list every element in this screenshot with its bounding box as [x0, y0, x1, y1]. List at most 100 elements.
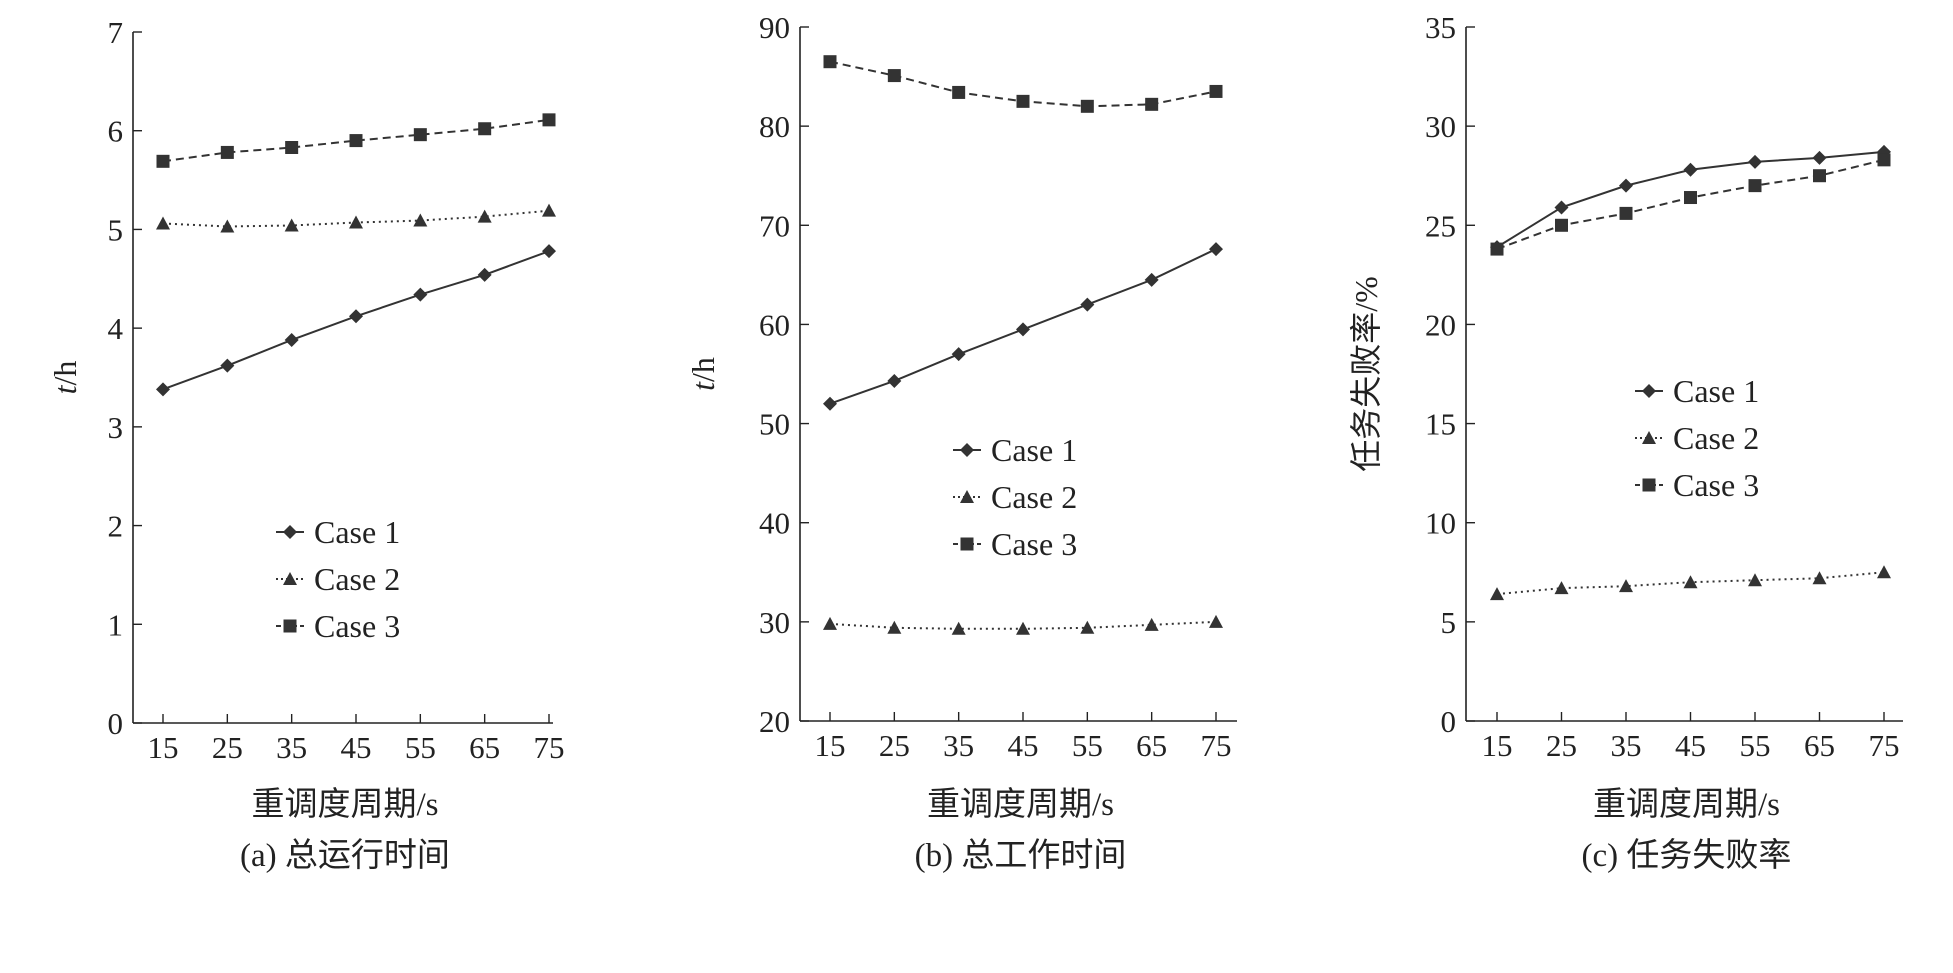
y-axis-title-var: t	[685, 381, 721, 391]
legend-label: Case 2	[314, 561, 400, 597]
series-3	[1490, 153, 1891, 256]
legend-label: Case 3	[1673, 467, 1759, 503]
y-axis-title-unit: /h	[47, 361, 83, 386]
y-tick-label: 25	[1425, 208, 1456, 243]
panel-caption: (a) 总运行时间	[240, 837, 450, 874]
y-tick-label: 5	[1441, 605, 1457, 640]
legend-label: Case 3	[991, 526, 1077, 562]
series-1	[156, 244, 556, 397]
y-tick-label: 0	[108, 706, 124, 741]
x-tick-label: 65	[1804, 728, 1835, 763]
data-point	[1684, 191, 1697, 205]
data-point	[477, 267, 492, 282]
data-point	[156, 154, 170, 168]
y-tick-label: 80	[759, 109, 790, 144]
data-point	[349, 134, 363, 148]
series-1	[1490, 144, 1891, 255]
data-point	[1209, 84, 1223, 98]
legend-label: Case 1	[1673, 373, 1759, 409]
legend: Case 1 Case 2 Case 3	[953, 432, 1077, 562]
data-point	[951, 347, 966, 362]
legend-label: Case 1	[991, 432, 1077, 468]
y-tick-label: 40	[759, 506, 790, 541]
data-point	[542, 244, 556, 259]
x-tick-label: 25	[212, 730, 243, 765]
data-point	[1683, 162, 1698, 177]
x-tick-label: 65	[469, 730, 500, 765]
y-axis-title: t/h	[47, 361, 83, 395]
x-tick-label: 75	[534, 730, 565, 765]
x-tick-label: 65	[1136, 728, 1167, 763]
y-tick-label: 6	[108, 114, 124, 149]
y-tick-label: 4	[108, 311, 124, 346]
legend-marker	[960, 537, 974, 551]
legend-label: Case 2	[991, 479, 1077, 515]
data-point	[952, 85, 966, 99]
data-point	[951, 621, 966, 635]
x-tick-label: 45	[341, 730, 372, 765]
data-point	[413, 287, 428, 302]
series-2	[156, 203, 556, 233]
y-tick-label: 0	[1441, 704, 1457, 739]
data-point	[887, 620, 902, 634]
series-2	[1490, 565, 1891, 601]
x-tick-label: 55	[1072, 728, 1103, 763]
data-point	[1813, 169, 1826, 183]
data-point	[1619, 178, 1633, 193]
legend-marker	[960, 443, 974, 457]
y-tick-label: 20	[759, 704, 790, 739]
legend-marker	[960, 490, 974, 503]
data-point	[1490, 242, 1504, 256]
y-tick-label: 50	[759, 407, 790, 442]
chart-panel-3: 0 5 10 15 20 25 30 35 15 25 35 45 55 65 75 重调度周期/s (c) 任…	[1348, 10, 1903, 874]
series-3	[823, 55, 1223, 113]
data-point	[1016, 322, 1030, 337]
series-3	[156, 113, 556, 168]
data-point	[887, 373, 902, 388]
data-point	[1812, 150, 1827, 165]
data-point	[1144, 617, 1159, 631]
data-point	[156, 382, 170, 397]
data-point	[413, 128, 427, 142]
x-tick-label: 35	[1611, 728, 1642, 763]
data-point	[1209, 614, 1223, 628]
series-1	[823, 242, 1223, 411]
data-point	[1016, 94, 1030, 108]
data-point	[1554, 200, 1569, 215]
y-tick-label: 70	[759, 208, 790, 243]
x-tick-label: 55	[405, 730, 436, 765]
y-axis-title-unit: /h	[685, 357, 721, 382]
data-point	[1080, 297, 1095, 312]
y-tick-label: 15	[1425, 407, 1456, 442]
x-tick-label: 35	[943, 728, 974, 763]
x-tick-label: 55	[1740, 728, 1771, 763]
data-point	[284, 332, 299, 347]
y-axis-title: t/h	[685, 357, 721, 391]
data-point	[1080, 620, 1095, 634]
data-point	[349, 309, 363, 324]
data-point	[156, 216, 170, 230]
y-axis-title-var: t	[47, 384, 83, 394]
y-tick-label: 30	[1425, 109, 1456, 144]
data-point	[1619, 206, 1633, 220]
y-tick-label: 3	[108, 410, 124, 445]
x-tick-label: 45	[1675, 728, 1706, 763]
x-axis-title: 重调度周期/s	[251, 786, 438, 823]
data-point	[1619, 579, 1633, 593]
y-tick-label: 2	[108, 509, 124, 544]
y-tick-label: 30	[759, 605, 790, 640]
x-tick-label: 35	[276, 730, 307, 765]
data-point	[1748, 573, 1762, 587]
legend-marker	[283, 525, 297, 539]
legend-label: Case 3	[314, 608, 400, 644]
legend-label: Case 2	[1673, 420, 1759, 456]
data-point	[284, 218, 299, 232]
x-tick-label: 25	[879, 728, 910, 763]
x-axis-title: 重调度周期/s	[1593, 786, 1780, 823]
data-point	[1490, 587, 1504, 601]
x-tick-label: 15	[148, 730, 179, 765]
data-point	[220, 358, 235, 373]
data-point	[349, 215, 363, 229]
data-point	[220, 145, 234, 159]
